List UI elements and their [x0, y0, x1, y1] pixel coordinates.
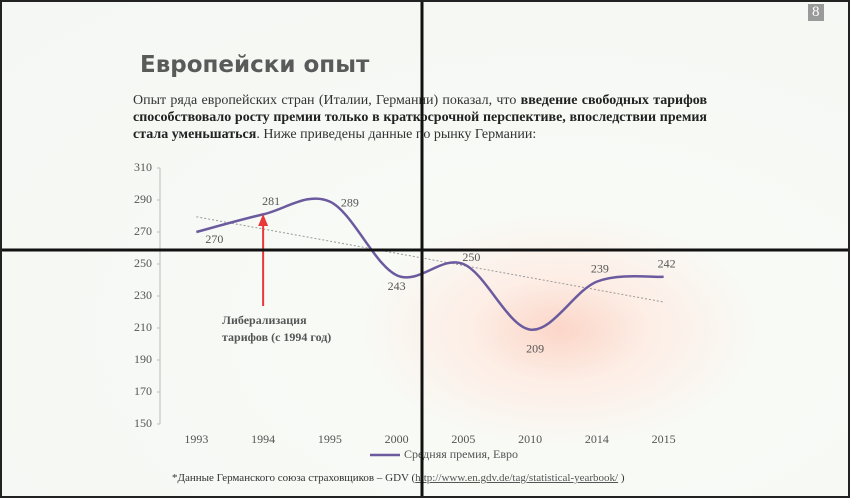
- x-tick-label: 1994: [251, 432, 275, 446]
- data-label: 270: [205, 232, 223, 246]
- data-label: 250: [462, 250, 480, 264]
- legend-label: Средняя премия, Евро: [404, 447, 518, 461]
- y-tick-label: 210: [134, 320, 152, 334]
- trendline: [196, 216, 664, 303]
- y-tick-label: 170: [134, 384, 152, 398]
- x-tick-label: 2015: [652, 432, 676, 446]
- footnote-link[interactable]: http://www.en.gdv.de/tag/statistical-yea…: [415, 472, 619, 484]
- data-label: 289: [341, 195, 359, 209]
- annotation: Либерализация тарифов (с 1994 год): [222, 313, 331, 344]
- x-tick-label: 1993: [184, 432, 208, 446]
- data-label: 242: [658, 257, 676, 271]
- footnote: *Данные Германского союза страховщиков –…: [172, 472, 625, 484]
- y-tick-label: 190: [134, 352, 152, 366]
- data-label: 243: [388, 279, 406, 293]
- y-tick-label: 270: [134, 224, 152, 238]
- x-tick-label: 2005: [451, 432, 475, 446]
- x-tick-label: 2000: [385, 432, 409, 446]
- data-label: 281: [262, 194, 280, 208]
- y-tick-label: 310: [134, 160, 152, 174]
- y-tick-label: 150: [134, 416, 152, 430]
- footnote-end: ): [618, 472, 625, 484]
- y-tick-label: 230: [134, 288, 152, 302]
- y-tick-label: 250: [134, 256, 152, 270]
- footnote-text: *Данные Германского союза страховщиков –…: [172, 472, 416, 484]
- data-label: 239: [591, 261, 609, 275]
- x-tick-label: 2010: [518, 432, 542, 446]
- y-tick-label: 290: [134, 192, 152, 206]
- data-label: 209: [526, 341, 544, 355]
- x-tick-label: 1995: [318, 432, 342, 446]
- x-tick-label: 2014: [585, 432, 609, 446]
